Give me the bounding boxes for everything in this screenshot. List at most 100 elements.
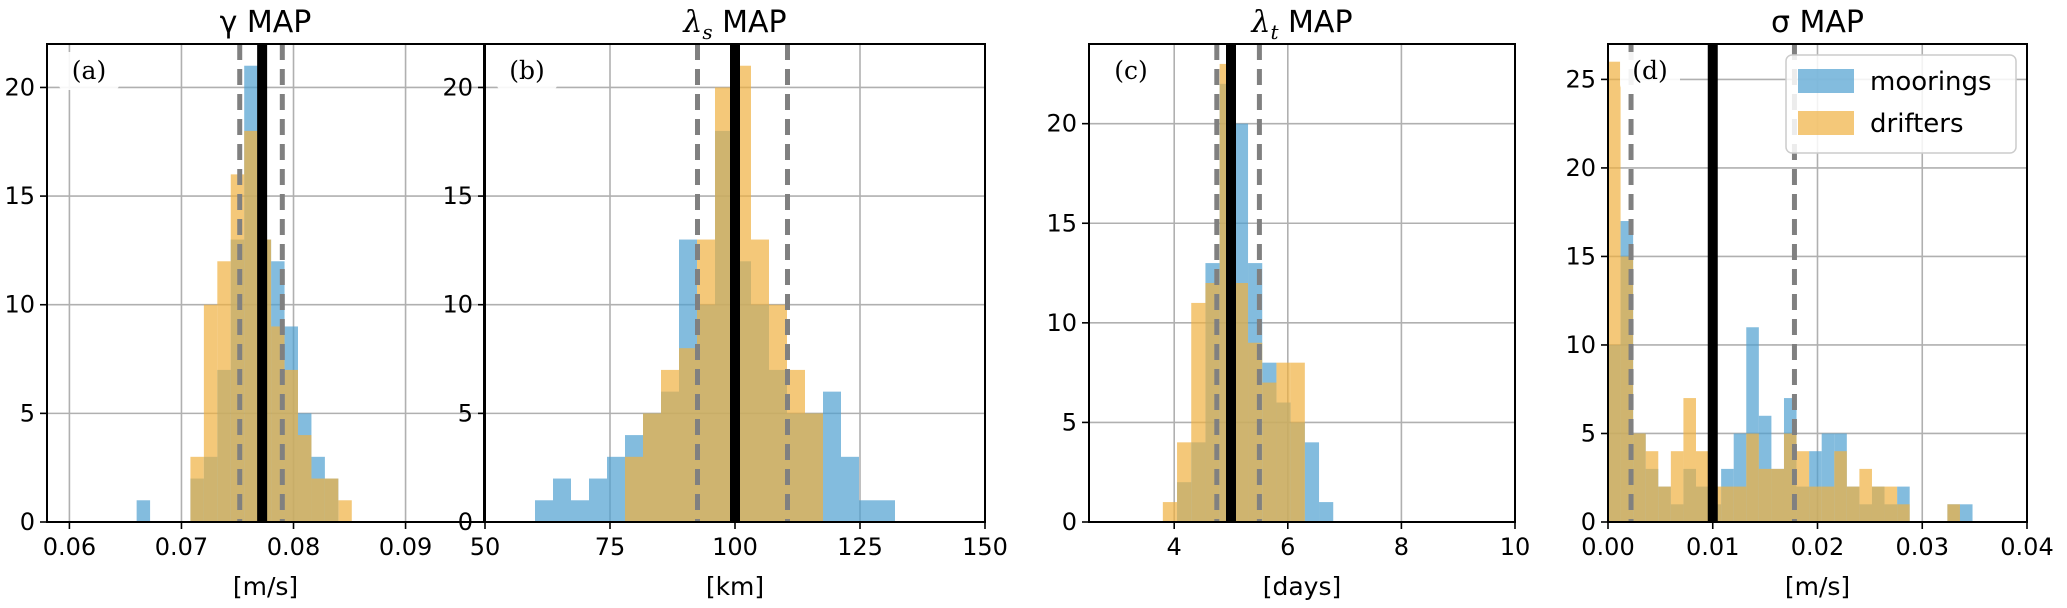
drifters-bar: [1262, 382, 1277, 522]
y-tick-label: 0: [458, 508, 473, 536]
drifters-bar: [297, 435, 312, 522]
panel-label-box: (d): [1620, 52, 1680, 90]
x-tick-label: 50: [470, 533, 501, 561]
y-tick-label: 20: [1046, 110, 1077, 138]
drifters-bar: [1771, 468, 1784, 522]
drifters-bar: [1884, 486, 1898, 522]
panel-b: 50 75 100 125 150 0 5 10 15 20 [km] λs MAP (b): [442, 5, 1007, 601]
y-tick-label: 20: [442, 73, 473, 101]
moorings-bar: [607, 456, 625, 522]
panel-label: (a): [72, 56, 106, 85]
drifters-bar: [1809, 486, 1822, 522]
title-symbol: λ: [682, 5, 702, 40]
moorings-bar: [859, 500, 877, 522]
legend: moorings drifters: [1785, 54, 2017, 154]
panel-label-box: (a): [59, 52, 119, 90]
x-tick-label: 10: [1500, 533, 1531, 561]
y-tick-label: 15: [442, 182, 473, 210]
x-tick-label: 0.04: [2000, 533, 2053, 561]
drifters-bar: [1721, 486, 1734, 522]
panel-label: (d): [1632, 56, 1668, 85]
title-symbol: λ: [1250, 5, 1270, 40]
title-subscript: t: [1270, 20, 1279, 44]
panel-title: λs MAP: [682, 5, 786, 44]
drifters-bar: [1859, 468, 1872, 522]
plot-area: [1162, 44, 1334, 522]
drifters-bar: [311, 478, 325, 522]
y-tick-label: 5: [1581, 419, 1596, 447]
x-tick-label: 0.01: [1686, 533, 1739, 561]
panel-label-box: (c): [1101, 52, 1161, 90]
x-tick-label: 0.08: [267, 533, 320, 561]
drifters-bar: [1276, 362, 1291, 522]
drifters-bar: [715, 87, 733, 522]
panel-label-bg: [1101, 52, 1161, 90]
y-tick-label: 15: [1565, 242, 1596, 270]
drifters-bar: [1897, 504, 1910, 522]
drifters-bar: [1670, 451, 1684, 522]
moorings-bar: [589, 478, 607, 522]
y-tick-label: 5: [1062, 408, 1077, 436]
drifters-bar: [1177, 442, 1192, 522]
drifters-bar: [1205, 283, 1220, 522]
drifters-bar: [1233, 283, 1249, 522]
x-tick-label: 0.09: [379, 533, 432, 561]
drifters-bar: [1645, 451, 1659, 522]
legend-label-drifters: drifters: [1870, 109, 1964, 139]
y-tick-label: 0: [1062, 508, 1077, 536]
x-tick-label: 0.06: [43, 533, 96, 561]
panel-d: 0.00 0.01 0.02 0.03 0.04 0 5 10 15 20 25 [m/s] σ MAP…: [1565, 5, 2053, 601]
drifters-bar: [1758, 468, 1772, 522]
panel-label: (c): [1114, 56, 1148, 85]
x-tick-label: 0.07: [155, 533, 208, 561]
x-tick-label: 125: [837, 533, 883, 561]
title-rest: MAP: [1279, 5, 1353, 40]
y-tick-label: 10: [1046, 309, 1077, 337]
drifters-bar: [643, 413, 661, 522]
drifters-bar: [625, 456, 643, 522]
moorings-bar: [877, 500, 895, 522]
drifters-bar: [697, 239, 715, 522]
moorings-bar: [553, 478, 571, 522]
legend-swatch-drifters: [1798, 111, 1854, 135]
axes-frame: [1088, 43, 1516, 523]
y-tick-label: 15: [4, 182, 35, 210]
panel-label-bg: [59, 52, 119, 90]
drifters-bar: [1633, 433, 1646, 522]
x-tick-label: 8: [1394, 533, 1409, 561]
y-tick-label: 10: [4, 291, 35, 319]
x-tick-label: 0.00: [1581, 533, 1634, 561]
drifters-bar: [1846, 486, 1860, 522]
moorings-bar: [841, 456, 859, 522]
y-tick-label: 10: [442, 291, 473, 319]
drifters-bar: [284, 369, 298, 522]
x-tick-label: 0.03: [1896, 533, 1949, 561]
y-tick-label: 5: [20, 399, 35, 427]
drifters-bar: [1746, 433, 1759, 522]
drifters-bar: [805, 413, 823, 522]
x-tick-label: 0.02: [1791, 533, 1844, 561]
panel-label: (b): [509, 56, 545, 85]
title-rest: MAP: [713, 5, 787, 40]
drifters-bar: [217, 261, 231, 522]
drifters-bar: [1834, 451, 1847, 522]
x-axis-label: [m/s]: [233, 572, 298, 601]
legend-label-moorings: moorings: [1870, 67, 1992, 97]
drifters-bar: [1821, 486, 1835, 522]
moorings-bar: [1959, 504, 1973, 522]
y-tick-label: 5: [458, 399, 473, 427]
legend-swatch-moorings: [1798, 69, 1854, 93]
drifters-bar: [661, 369, 679, 522]
drifters-bar: [338, 500, 352, 522]
drifters-bar: [324, 478, 339, 522]
drifters-bar: [1871, 486, 1885, 522]
panel-c: 4 6 8 10 0 5 10 15 20 [days] λt MAP (c): [1046, 5, 1530, 601]
drifters-bar: [1947, 504, 1960, 522]
drifters-bar: [1695, 451, 1709, 522]
panel-title: λt MAP: [1250, 5, 1352, 44]
drifters-bar: [751, 239, 769, 522]
x-tick-label: 4: [1167, 533, 1182, 561]
drifters-bar: [1733, 486, 1747, 522]
y-tick-label: 15: [1046, 209, 1077, 237]
